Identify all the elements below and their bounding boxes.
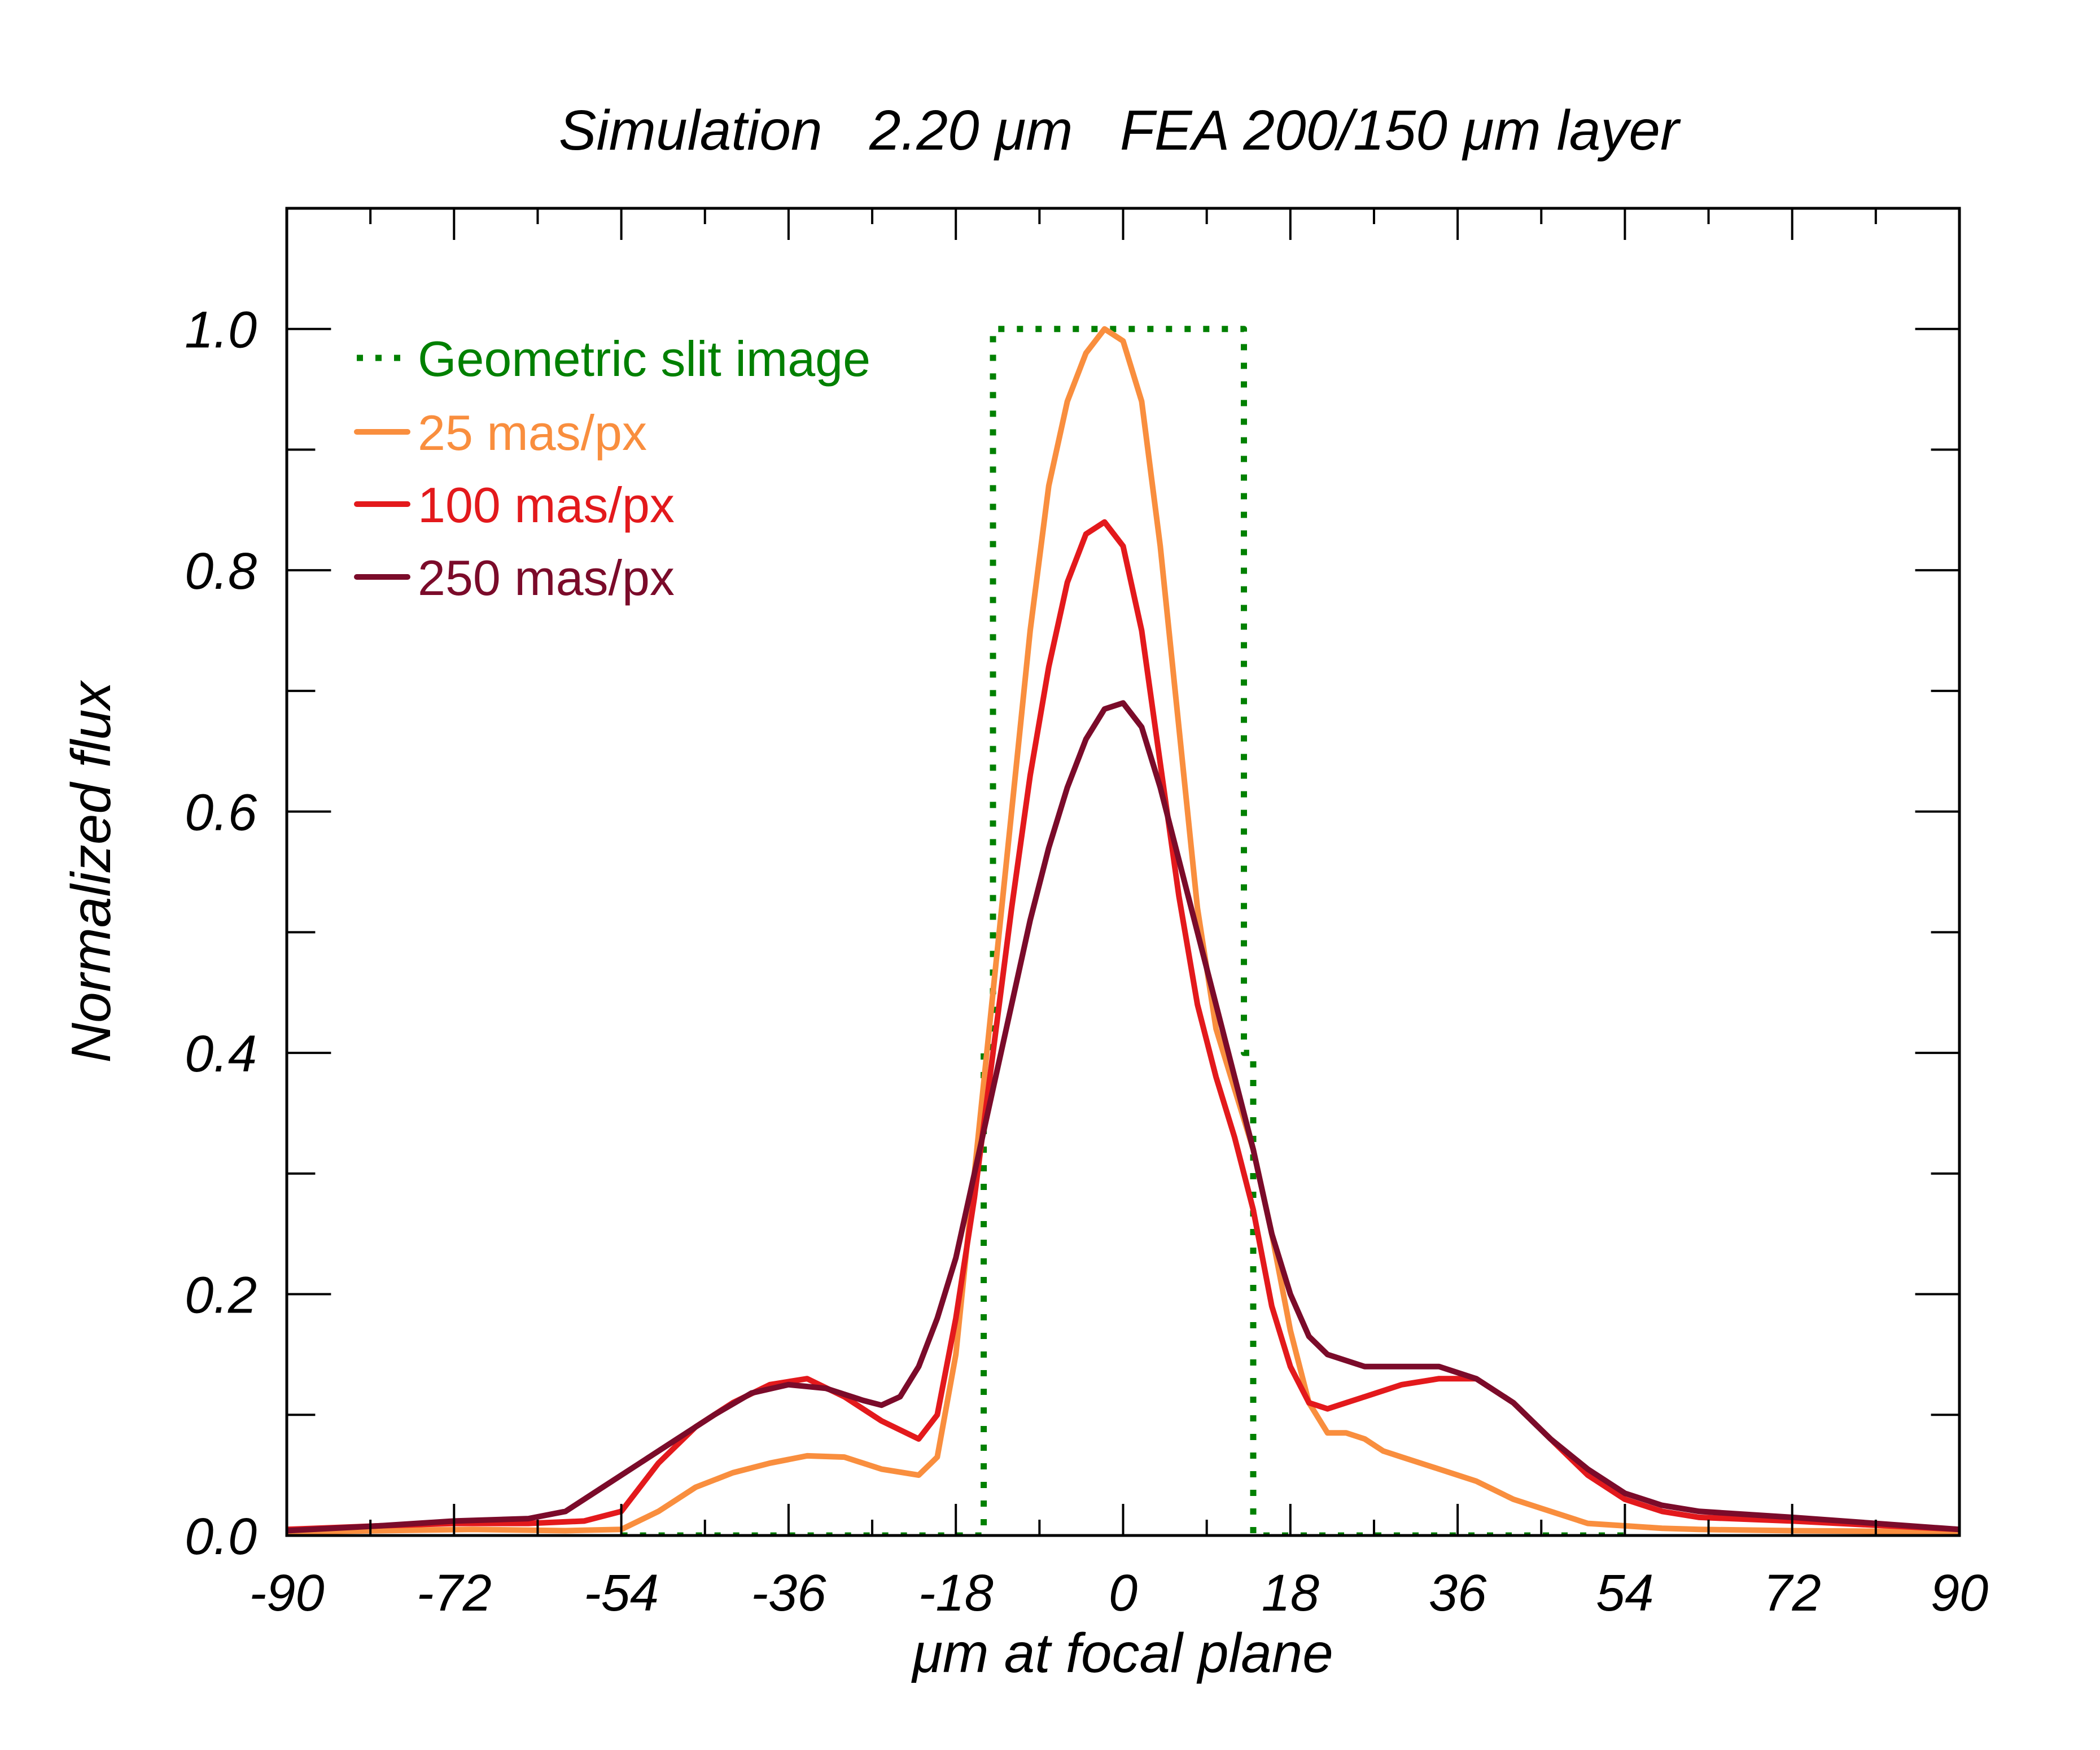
x-tick-label: 54 [1596, 1564, 1653, 1622]
ticks-layer [286, 207, 1961, 1537]
chart-title: Simulation 2.20 μm FEA 200/150 μm layer [559, 99, 1681, 162]
y-axis-title: Normalized flux [60, 680, 122, 1062]
y-tick-label: 0.0 [185, 1508, 257, 1565]
y-tick-label: 0.8 [185, 542, 257, 600]
x-tick-label: -36 [751, 1564, 826, 1622]
series-layer [287, 326, 1959, 1535]
x-tick-label: -18 [918, 1564, 994, 1622]
legend-label-1: 25 mas/px [418, 405, 647, 461]
x-tick-label: 36 [1429, 1564, 1487, 1622]
x-tick-label: 90 [1931, 1564, 1988, 1622]
y-tick-label: 0.6 [185, 784, 257, 842]
legend-label-2: 100 mas/px [418, 477, 675, 533]
legend-label-3: 250 mas/px [418, 550, 675, 606]
y-tick-label: 0.2 [185, 1267, 257, 1324]
tick-labels-layer: -90 -72 -54 -36 -18 0 18 36 54 72 90 0.0 0.2 0.4 0.6 0.… [185, 301, 1988, 1622]
x-tick-label: -90 [250, 1564, 325, 1622]
x-tick-label: -54 [584, 1564, 659, 1622]
y-tick-label: 0.4 [185, 1025, 257, 1083]
x-tick-label: 0 [1109, 1564, 1138, 1622]
x-tick-label: 18 [1262, 1564, 1319, 1622]
legend: Geometric slit image 25 mas/px 100 mas/px 2… [354, 331, 870, 606]
series-line-3 [287, 700, 1959, 1534]
series-line-1 [287, 326, 1959, 1535]
y-tick-label: 1.0 [185, 301, 257, 359]
x-tick-label: -72 [417, 1564, 492, 1622]
x-tick-label: 72 [1764, 1564, 1821, 1622]
legend-label-0: Geometric slit image [418, 331, 870, 387]
x-axis-title: μm at focal plane [911, 1622, 1333, 1684]
